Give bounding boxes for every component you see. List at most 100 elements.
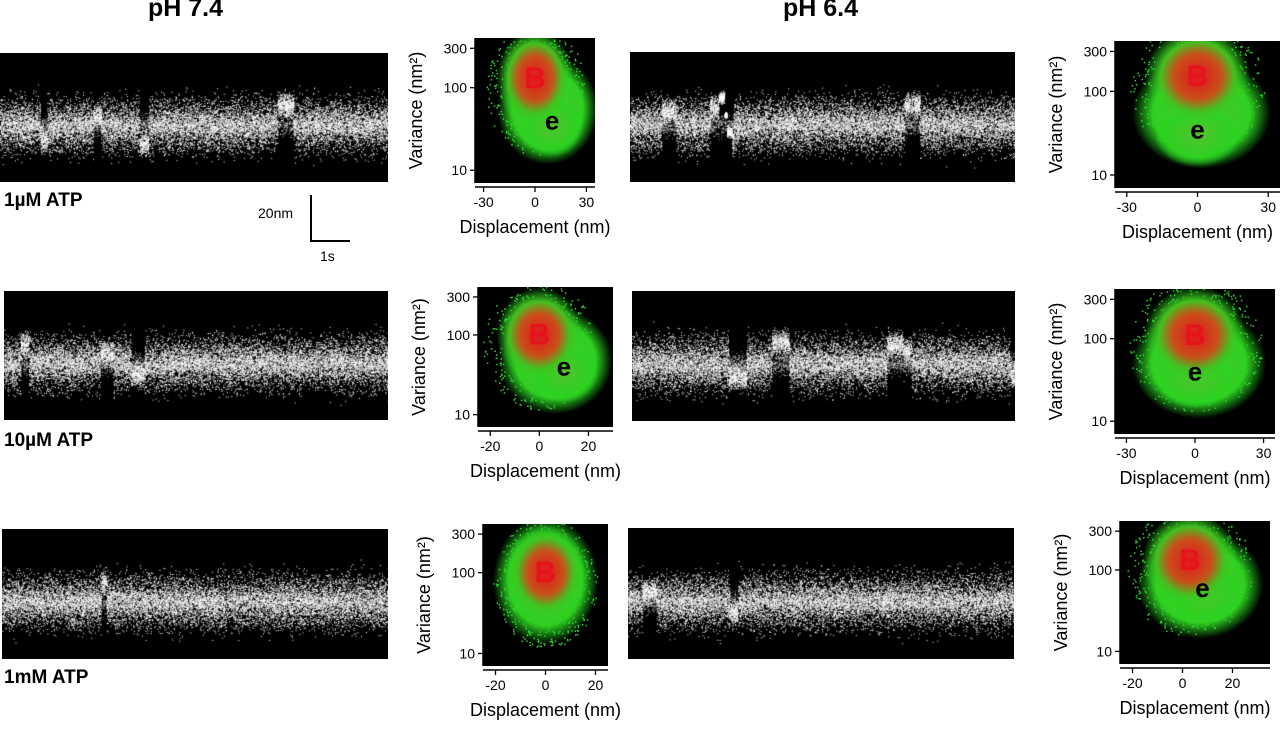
density-speckle [1178, 149, 1180, 151]
density-speckle [592, 350, 594, 353]
density-speckle [513, 140, 515, 142]
density-speckle [1137, 562, 1140, 565]
density-speckle [1244, 316, 1247, 318]
density-speckle [532, 296, 534, 298]
density-speckle [1201, 509, 1203, 511]
density-speckle [1229, 537, 1232, 539]
density-speckle [1153, 604, 1156, 606]
density-speckle [508, 316, 511, 318]
density-speckle [1137, 358, 1140, 360]
density-speckle [570, 45, 573, 48]
density-speckle [593, 598, 595, 601]
density-speckle [1141, 120, 1143, 122]
density-speckle [592, 347, 594, 349]
density-speckle [558, 533, 560, 535]
density-speckle [1196, 392, 1199, 394]
density-speckle [1175, 289, 1177, 290]
density-speckle [581, 84, 584, 86]
density-speckle [525, 528, 528, 531]
density-speckle [524, 400, 527, 402]
density-speckle [504, 137, 507, 139]
density-speckle [571, 50, 573, 52]
density-speckle [585, 624, 587, 627]
density-speckle [564, 128, 566, 131]
density-speckle [511, 143, 513, 146]
density-speckle [512, 124, 515, 126]
density-speckle [496, 105, 499, 107]
density-speckle [510, 605, 512, 607]
density-speckle [531, 399, 534, 401]
density-speckle [545, 287, 548, 289]
density-speckle [568, 314, 571, 317]
density-speckle [1177, 23, 1179, 25]
density-speckle [1239, 556, 1242, 558]
density-speckle [504, 596, 507, 599]
density-speckle [534, 524, 536, 527]
density-speckle [1239, 386, 1241, 388]
density-speckle [488, 75, 490, 77]
density-speckle [550, 297, 553, 300]
density-speckle [1245, 366, 1247, 368]
density-speckle [503, 571, 506, 573]
density-speckle [1138, 598, 1140, 600]
y-tick-label: 100 [1084, 331, 1108, 347]
density-speckle [1215, 150, 1217, 153]
density-speckle [1136, 357, 1138, 359]
density-speckle [568, 61, 571, 64]
x-axis-title: Displacement (nm) [1122, 222, 1273, 242]
density-speckle [1147, 98, 1149, 101]
density-b-region [1143, 289, 1247, 385]
density-speckle [511, 380, 514, 383]
density-speckle [513, 633, 516, 635]
density-speckle [525, 541, 528, 543]
density-speckle [1134, 559, 1137, 562]
density-speckle [539, 392, 542, 395]
density-speckle [1155, 317, 1157, 319]
density-speckle [499, 48, 501, 50]
density-speckle [1240, 550, 1243, 553]
density-speckle [498, 603, 501, 606]
density-speckle [1208, 287, 1210, 289]
state-label-B: B [1187, 60, 1209, 93]
density-speckle [1181, 508, 1183, 510]
density-speckle [1230, 597, 1233, 599]
density-speckle [522, 135, 525, 137]
density-speckle [500, 358, 503, 360]
density-speckle [553, 631, 556, 634]
density-speckle [1142, 354, 1145, 356]
density-speckle [514, 397, 516, 400]
density-speckle [1187, 33, 1189, 35]
state-label-B: B [1179, 544, 1201, 577]
density-speckle [1153, 544, 1155, 547]
density-speckle [506, 63, 508, 66]
density-speckle [1239, 54, 1242, 56]
density-speckle [577, 299, 580, 301]
density-speckle [567, 139, 569, 141]
density-speckle [553, 633, 556, 636]
x-tick-label: -20 [480, 438, 500, 454]
density-speckle [589, 346, 591, 349]
density-speckle [1174, 301, 1177, 303]
density-speckle [1177, 29, 1179, 31]
density-speckle [1137, 335, 1139, 338]
density-speckle [1165, 610, 1168, 612]
density-speckle [1231, 49, 1234, 51]
density-speckle [571, 83, 573, 85]
density-speckle [496, 77, 498, 80]
density-speckle [514, 538, 516, 541]
density-speckle [1175, 30, 1177, 32]
trace-1um-ph64 [630, 52, 1015, 182]
density-speckle [1141, 362, 1143, 364]
density-speckle [540, 144, 543, 147]
density-speckle [539, 634, 542, 636]
density-speckle [542, 288, 544, 290]
y-tick-label: 300 [444, 40, 468, 56]
density-speckle [556, 31, 558, 33]
density-speckle [1214, 407, 1217, 409]
density-speckle [529, 641, 531, 644]
density-speckle [529, 631, 531, 633]
density-speckle [1205, 31, 1207, 33]
density-speckle [517, 32, 519, 34]
y-tick-label: 100 [1084, 83, 1108, 99]
density-speckle [514, 401, 517, 404]
